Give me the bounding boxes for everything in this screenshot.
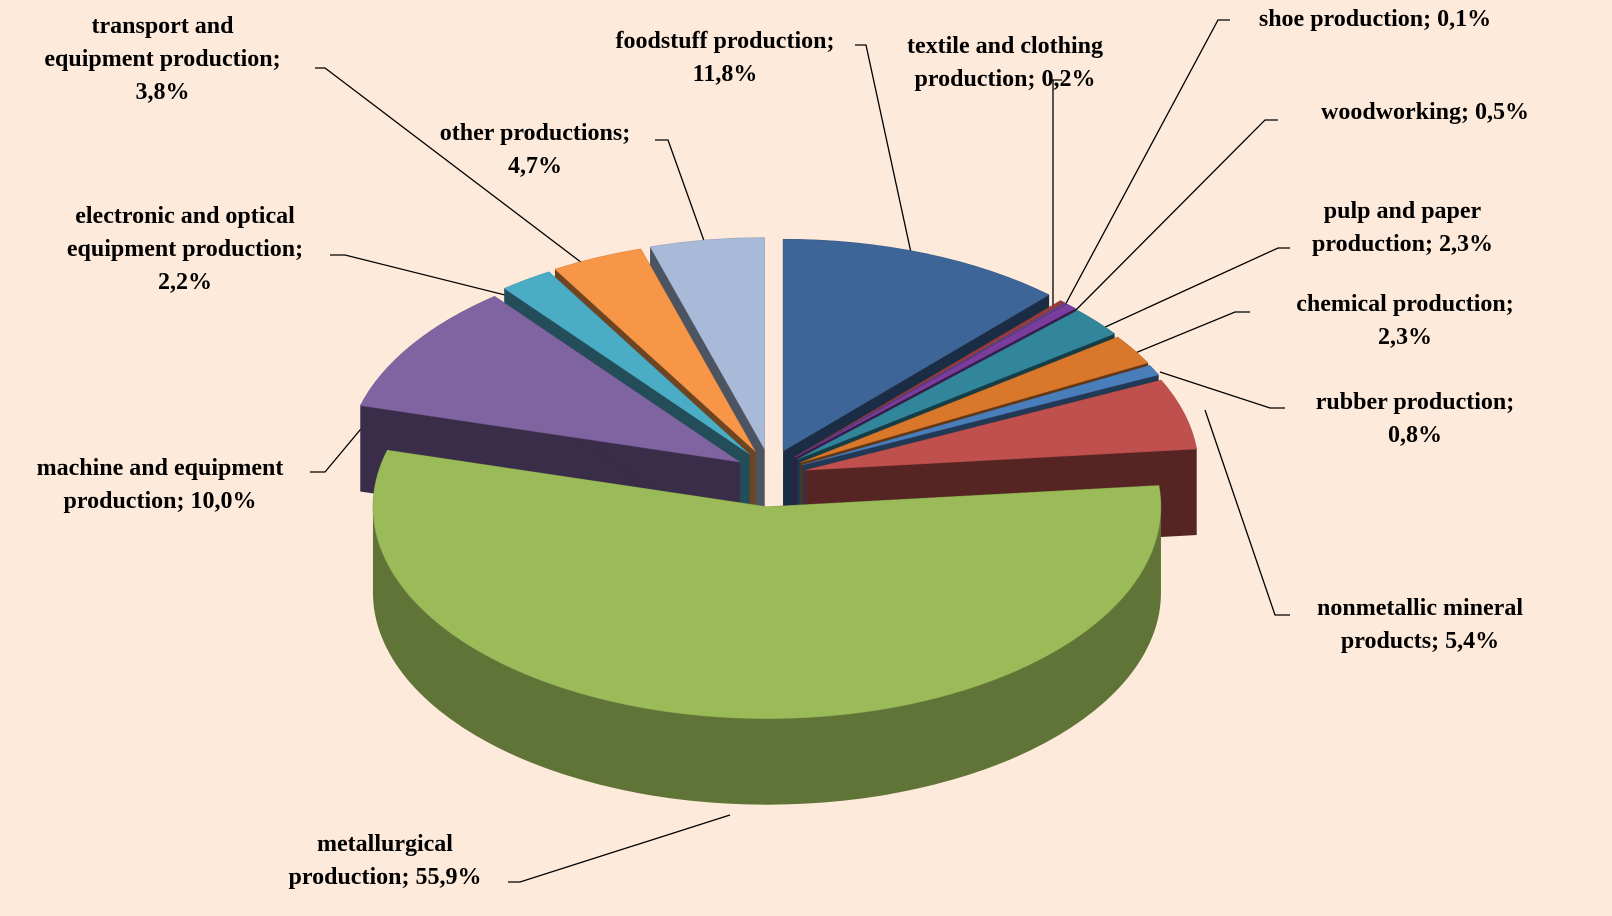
value-label: 2,3%	[1378, 324, 1432, 350]
slice	[802, 365, 1160, 466]
leader-line	[1052, 79, 1062, 320]
leader-line	[1159, 371, 1285, 409]
value-label: 5,4%	[1445, 628, 1500, 654]
slice	[372, 449, 1162, 719]
slice-wall	[372, 506, 1161, 805]
value-label: 4,7%	[508, 153, 562, 179]
category-label: nonmetallic mineral products;	[1317, 595, 1523, 654]
leader-line	[1204, 409, 1290, 616]
value-label: 0,2%	[1041, 66, 1096, 92]
slice-label: pulp and paper production; 2,3%	[1285, 195, 1520, 261]
slice	[795, 303, 1077, 458]
value-label: 11,8%	[692, 61, 758, 87]
leader-line	[315, 67, 616, 289]
category-label: pulp and paper production;	[1312, 198, 1482, 257]
value-label: 0,1%	[1437, 6, 1492, 32]
value-label: 2,3%	[1438, 231, 1493, 257]
slice	[359, 295, 741, 463]
category-label: transport and equipment production;	[44, 13, 281, 72]
category-label: electronic and optical equipment product…	[66, 203, 304, 262]
value-label: 55,9%	[415, 864, 482, 890]
value-label: 3,8%	[135, 79, 190, 105]
slice-label: transport and equipment production; 3,8%	[40, 10, 285, 109]
leader-lines	[310, 19, 1290, 883]
value-label: 0,8%	[1388, 422, 1442, 448]
category-label: foodstuff production;	[615, 28, 835, 54]
category-label: rubber production;	[1315, 389, 1515, 415]
value-label: 0,5%	[1475, 99, 1530, 125]
category-label: other productions;	[439, 120, 631, 146]
slices	[359, 237, 1197, 805]
value-label: 10,0%	[190, 488, 257, 514]
category-label: machine and equipment production;	[36, 455, 284, 514]
leader-line	[1089, 247, 1290, 335]
slice	[794, 300, 1065, 458]
slice	[794, 302, 1067, 458]
slice	[649, 237, 765, 451]
slice	[782, 238, 1050, 452]
leader-line	[855, 44, 919, 286]
slice-label: woodworking; 0,5%	[1290, 96, 1560, 129]
slice-label: machine and equipment production; 10,0%	[5, 452, 315, 518]
slice-label: rubber production; 0,8%	[1285, 386, 1545, 452]
slice-label: nonmetallic mineral products; 5,4%	[1285, 592, 1555, 658]
leader-line	[330, 254, 546, 306]
slice-label: metallurgical production; 55,9%	[270, 828, 500, 894]
slice	[800, 336, 1149, 463]
slice	[797, 310, 1116, 460]
leader-line	[1127, 311, 1250, 357]
slice	[554, 248, 756, 452]
slice-label: shoe production; 0,1%	[1225, 3, 1525, 36]
slice-label: textile and clothing production; 0,2%	[880, 30, 1130, 96]
slice-label: electronic and optical equipment product…	[30, 200, 340, 299]
leader-line	[1059, 119, 1278, 327]
slice	[503, 271, 750, 455]
value-label: 2,2%	[158, 269, 212, 295]
category-label: shoe production;	[1258, 6, 1432, 32]
slice-label: other productions; 4,7%	[410, 117, 660, 183]
category-label: woodworking;	[1320, 99, 1470, 125]
slice-label: chemical production; 2,3%	[1265, 288, 1545, 354]
category-label: chemical production;	[1296, 291, 1514, 317]
leader-line	[508, 814, 731, 883]
leader-line	[655, 139, 719, 281]
leader-line	[1055, 19, 1230, 323]
category-label: textile and clothing production;	[907, 33, 1103, 92]
slice	[804, 379, 1197, 471]
category-label: metallurgical production;	[288, 831, 453, 890]
slice-label: foodstuff production; 11,8%	[590, 25, 860, 91]
